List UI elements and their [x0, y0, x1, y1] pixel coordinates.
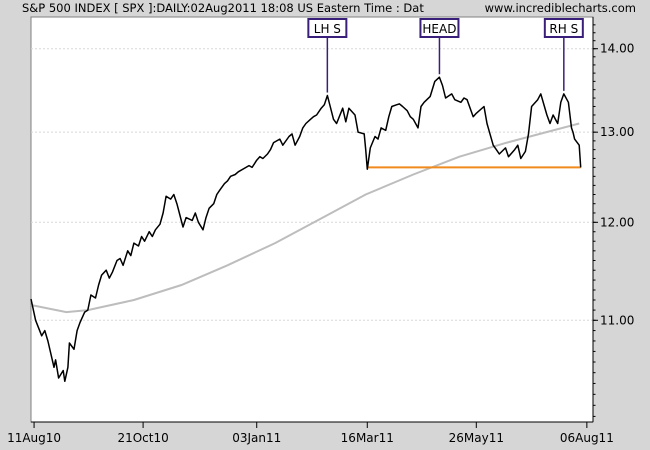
pattern-label-box — [307, 18, 348, 38]
pattern-annotations: LH S HEAD RH S — [307, 18, 584, 93]
pattern-label: HEAD — [419, 18, 460, 75]
x-tick-label: 06Aug11 — [560, 431, 614, 445]
y-tick-label: 12.00 — [600, 215, 634, 229]
y-axis: 11.00 12.00 13.00 14.00 — [592, 17, 634, 422]
plot-area — [30, 16, 594, 423]
x-tick-label: 11Aug10 — [7, 431, 61, 445]
price-line — [30, 76, 582, 383]
moving-average-line — [30, 122, 580, 314]
y-tick-label: 11.00 — [600, 313, 634, 327]
source-url: www.incrediblecharts.com — [484, 1, 636, 15]
chart-title: S&P 500 INDEX [ SPX ]:DAILY:02Aug2011 18… — [22, 1, 424, 15]
x-axis: 11Aug10 21Oct10 03Jan11 16Mar11 26May11 06Aug… — [7, 421, 614, 445]
pattern-label: LH S — [307, 18, 348, 93]
pattern-label-text: RH S — [549, 22, 578, 36]
x-tick-label: 26May11 — [449, 431, 504, 445]
grid — [31, 48, 593, 321]
x-tick-label: 21Oct10 — [117, 431, 168, 445]
y-tick-label: 14.00 — [600, 42, 634, 56]
y-tick-label: 13.00 — [600, 125, 634, 139]
pattern-label: RH S — [543, 18, 584, 91]
x-tick-label: 16Mar11 — [341, 431, 394, 445]
pattern-label-text: HEAD — [422, 22, 456, 36]
pattern-label-box — [543, 18, 584, 38]
pattern-label-text: LH S — [314, 22, 341, 36]
pattern-label-box — [419, 18, 460, 38]
x-tick-label: 03Jan11 — [232, 431, 281, 445]
